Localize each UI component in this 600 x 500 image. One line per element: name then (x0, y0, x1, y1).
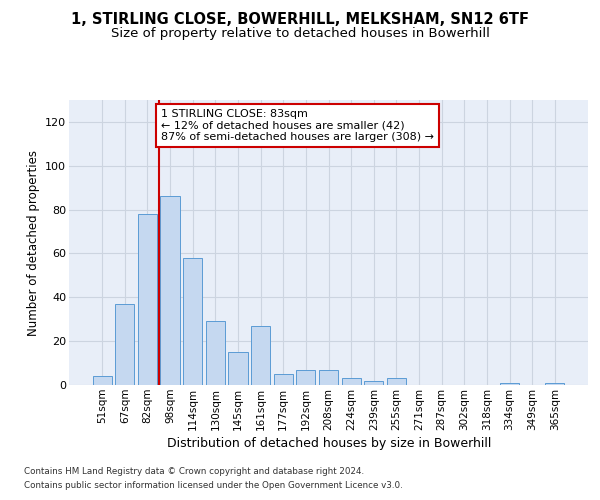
Bar (160, 196, 180, 385)
Bar (319, 370, 338, 385)
Text: Size of property relative to detached houses in Bowerhill: Size of property relative to detached ho… (110, 28, 490, 40)
Bar (500, 383, 519, 385)
Bar (92, 376, 112, 385)
Text: Distribution of detached houses by size in Bowerhill: Distribution of detached houses by size … (167, 438, 491, 450)
Bar (274, 374, 293, 385)
Bar (296, 370, 316, 385)
Text: 1 STIRLING CLOSE: 83sqm
← 12% of detached houses are smaller (42)
87% of semi-de: 1 STIRLING CLOSE: 83sqm ← 12% of detache… (161, 109, 434, 142)
Bar (341, 378, 361, 385)
Bar (115, 304, 134, 385)
Text: Contains HM Land Registry data © Crown copyright and database right 2024.: Contains HM Land Registry data © Crown c… (24, 467, 364, 476)
Bar (206, 322, 225, 385)
Y-axis label: Number of detached properties: Number of detached properties (26, 150, 40, 336)
Bar (183, 258, 202, 385)
Bar (387, 378, 406, 385)
Bar (251, 326, 270, 385)
Bar (364, 380, 383, 385)
Text: Contains public sector information licensed under the Open Government Licence v3: Contains public sector information licen… (24, 481, 403, 490)
Bar (229, 352, 248, 385)
Bar (545, 383, 565, 385)
Bar (138, 214, 157, 385)
Text: 1, STIRLING CLOSE, BOWERHILL, MELKSHAM, SN12 6TF: 1, STIRLING CLOSE, BOWERHILL, MELKSHAM, … (71, 12, 529, 28)
